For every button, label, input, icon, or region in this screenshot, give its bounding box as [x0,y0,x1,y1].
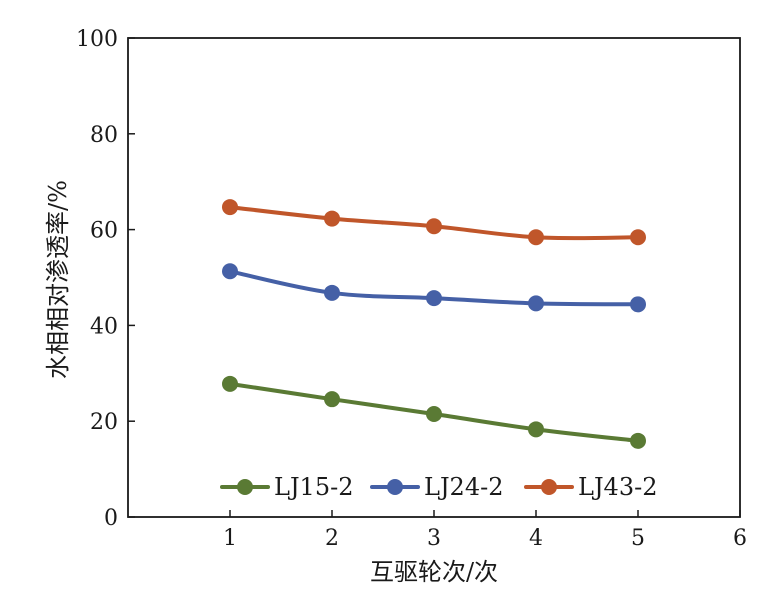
x-tick-label: 1 [223,526,237,551]
data-point-LJ43-2 [426,218,442,235]
legend: LJ15-2 LJ24-2 LJ43-2 [220,473,657,501]
legend-label: LJ15-2 [274,473,353,501]
legend-marker [541,479,557,495]
y-axis-title: 水相相对渗透率/% [44,180,72,379]
legend-label: LJ43-2 [578,473,657,501]
y-tick-label: 20 [90,410,118,435]
data-point-LJ15-2 [426,406,442,423]
legend-marker [387,479,403,495]
data-point-LJ43-2 [528,229,544,246]
plot-frame [127,37,741,518]
x-tick-label: 3 [427,526,441,551]
y-tick-label: 80 [90,123,118,148]
y-tick-label: 0 [104,506,118,531]
data-point-LJ15-2 [630,432,646,449]
legend-label: LJ24-2 [424,473,503,501]
data-point-LJ43-2 [222,199,238,216]
data-point-LJ24-2 [630,296,646,313]
x-tick-label: 6 [733,526,747,551]
legend-marker [237,479,253,495]
y-tick-label: 100 [76,27,118,52]
x-axis-title: 互驱轮次/次 [370,558,498,586]
data-point-LJ15-2 [528,421,544,438]
x-tick-label: 5 [631,526,645,551]
series-layer [222,199,646,449]
data-point-LJ15-2 [222,375,238,392]
data-point-LJ24-2 [426,290,442,307]
x-tick-label: 4 [529,526,543,551]
data-point-LJ24-2 [528,295,544,312]
data-point-LJ43-2 [324,210,340,227]
y-tick-label: 40 [90,314,118,339]
data-point-LJ24-2 [222,263,238,280]
data-point-LJ24-2 [324,284,340,301]
x-tick-label: 2 [325,526,339,551]
y-tick-label: 60 [90,219,118,244]
data-point-LJ43-2 [630,229,646,246]
data-point-LJ15-2 [324,391,340,408]
